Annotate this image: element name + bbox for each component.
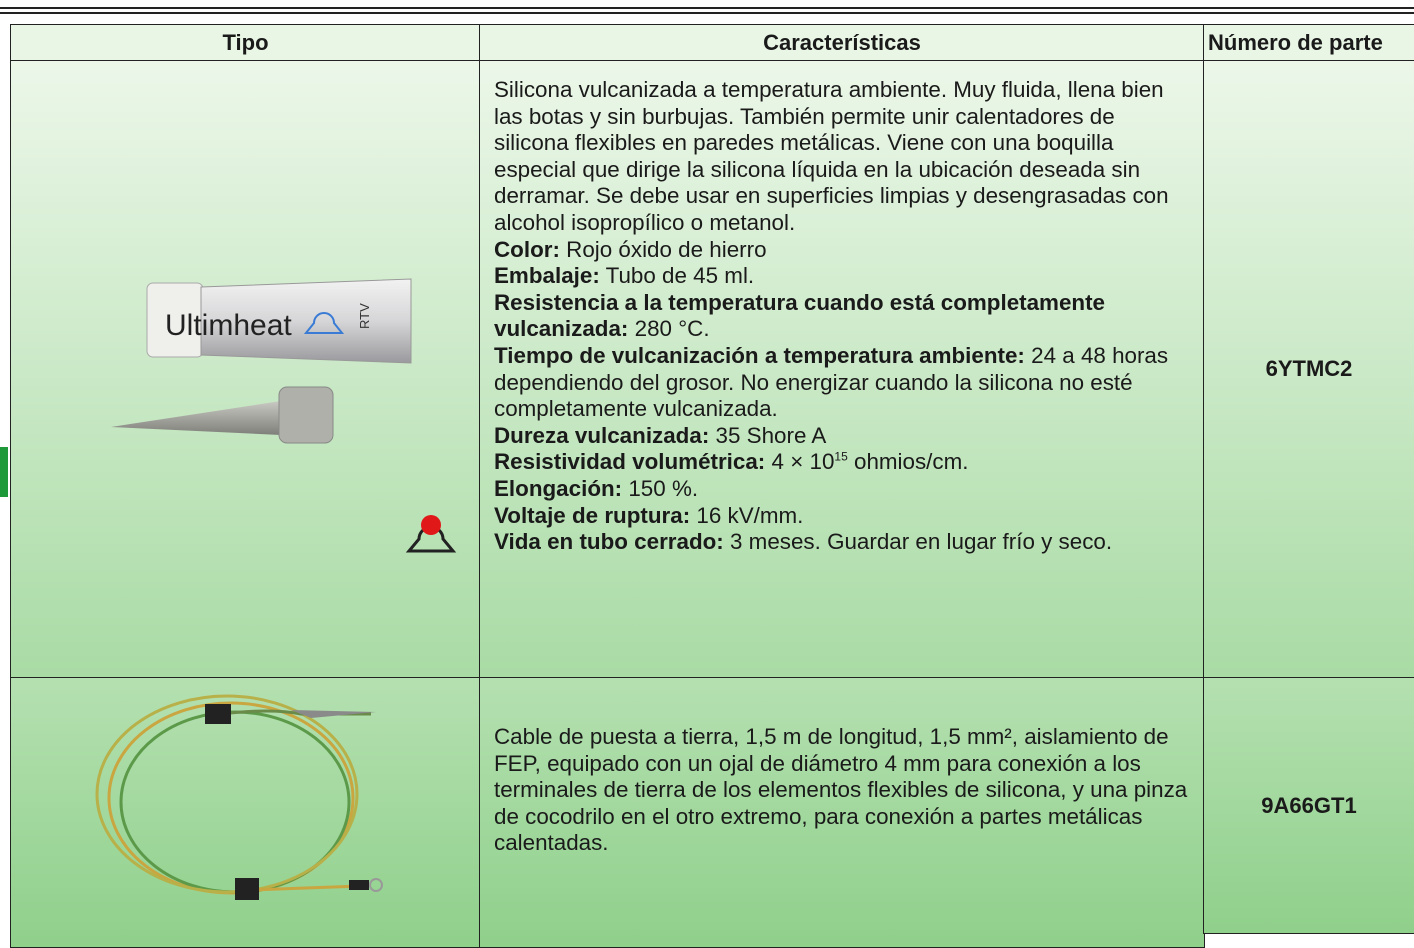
- spec-label: Vida en tubo cerrado:: [494, 529, 724, 555]
- spec: Voltaje de ruptura: 16 kV/mm.: [494, 503, 1194, 530]
- spec-label: Color:: [494, 236, 560, 262]
- image-cell: [10, 678, 481, 948]
- spec: Resistividad volumétrica: 4 × 1015 ohmio…: [494, 449, 1194, 476]
- spec-label: Elongación:: [494, 475, 623, 501]
- image-cell: Ultimheat RTV: [10, 61, 481, 678]
- spec: Resistencia a la temperatura cuando está…: [494, 290, 1194, 343]
- spec-label: Resistividad volumétrica:: [494, 449, 766, 475]
- header-cell: Tipo: [10, 24, 481, 61]
- spec-label: Tiempo de vulcanización a temperatura am…: [494, 342, 1025, 368]
- spec-value: Tubo de 45 ml.: [605, 263, 755, 289]
- spec-value: Rojo óxido de hierro: [566, 236, 767, 262]
- product-image: Ultimheat RTV: [111, 278, 457, 553]
- spec-value: 280 °C.: [634, 316, 710, 342]
- part-number: 9A66GT1: [1203, 678, 1414, 934]
- spec-label: Voltaje de ruptura:: [494, 502, 691, 528]
- spec-value: 16 kV/mm.: [696, 502, 804, 528]
- header-cell: Características: [479, 24, 1205, 61]
- spec: Dureza vulcanizada: 35 Shore A: [494, 423, 1194, 450]
- spec: Elongación: 150 %.: [494, 476, 1194, 503]
- spec-label: Resistencia a la temperatura cuando está…: [494, 289, 1105, 342]
- rule: [0, 7, 1414, 9]
- spec-superscript: 15: [834, 449, 848, 464]
- description: Cable de puesta a tierra, 1,5 m de longi…: [494, 724, 1188, 856]
- description-cell: Cable de puesta a tierra, 1,5 m de longi…: [479, 678, 1205, 948]
- spec: Vida en tubo cerrado: 3 meses. Guardar e…: [494, 529, 1194, 556]
- spec-label: Embalaje:: [494, 263, 600, 289]
- spec-value: 150 %.: [628, 475, 699, 501]
- spec-label: Dureza vulcanizada:: [494, 422, 710, 448]
- brand-text: Ultimheat: [165, 309, 292, 342]
- side-marker: [0, 447, 8, 497]
- description: Silicona vulcanizada a temperatura ambie…: [494, 77, 1169, 235]
- header-cell: Número de parte: [1203, 24, 1414, 61]
- product-image: [95, 694, 383, 900]
- spec: Color: Rojo óxido de hierro: [494, 237, 1194, 264]
- spec-value: 4 × 10: [771, 449, 835, 475]
- spec-value: 3 meses. Guardar en lugar frío y seco.: [730, 529, 1113, 555]
- spec: Embalaje: Tubo de 45 ml.: [494, 263, 1194, 290]
- spec-value: 35 Shore A: [715, 422, 827, 448]
- spec-value: 24 a 48 horas dependiendo del grosor. No…: [494, 342, 1169, 422]
- description-cell: Silicona vulcanizada a temperatura ambie…: [479, 61, 1205, 678]
- spec-value: ohmios/cm.: [854, 449, 969, 475]
- rule: [0, 12, 1414, 14]
- brand-text: RTV: [357, 303, 372, 329]
- spec: Tiempo de vulcanización a temperatura am…: [494, 343, 1194, 423]
- part-number: 6YTMC2: [1203, 61, 1414, 678]
